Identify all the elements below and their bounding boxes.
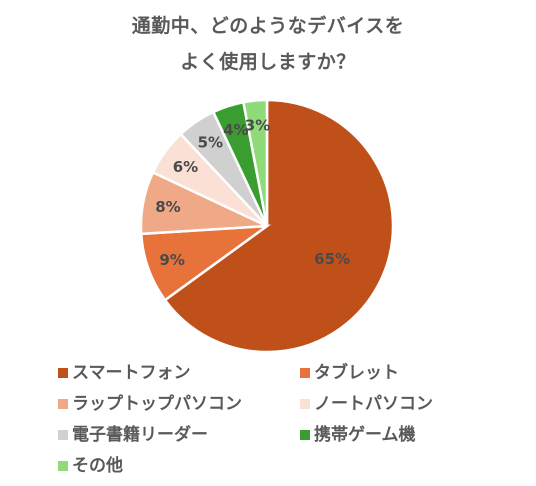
pie-slice-7	[241, 98, 269, 227]
chart-title-line-1: 通勤中、どのようなデバイスを	[131, 15, 405, 37]
legend-swatch-1	[58, 368, 68, 378]
chart-title-line-2: よく使用しますか？	[180, 51, 356, 73]
data-label-7: 3%	[245, 117, 270, 135]
pie-slice-1	[163, 98, 395, 354]
legend-swatch-4	[300, 399, 310, 409]
legend-label-5: 電子書籍リーダー	[72, 425, 208, 445]
legend-swatch-7	[58, 461, 68, 471]
legend-label-6: 携帯ゲーム機	[314, 425, 416, 445]
data-label-6: 4%	[223, 121, 248, 139]
legend-label-3: ラップトップパソコン	[72, 394, 242, 414]
chart-title: 通勤中、どのようなデバイスを よく使用しますか？	[0, 8, 536, 80]
data-label-5: 5%	[198, 134, 223, 152]
legend-swatch-5	[58, 430, 68, 440]
legend-label-1: スマートフォン	[72, 363, 191, 383]
legend-swatch-3	[58, 399, 68, 409]
legend-label-4: ノートパソコン	[314, 394, 433, 414]
data-label-4: 6%	[173, 158, 198, 176]
data-label-3: 8%	[155, 198, 180, 216]
data-label-2: 9%	[159, 251, 184, 269]
data-label-1: 65%	[314, 250, 350, 268]
legend-swatch-6	[300, 430, 310, 440]
legend-label-2: タブレット	[314, 363, 399, 383]
legend-label-7: その他	[72, 456, 123, 476]
legend-swatch-2	[300, 368, 310, 378]
